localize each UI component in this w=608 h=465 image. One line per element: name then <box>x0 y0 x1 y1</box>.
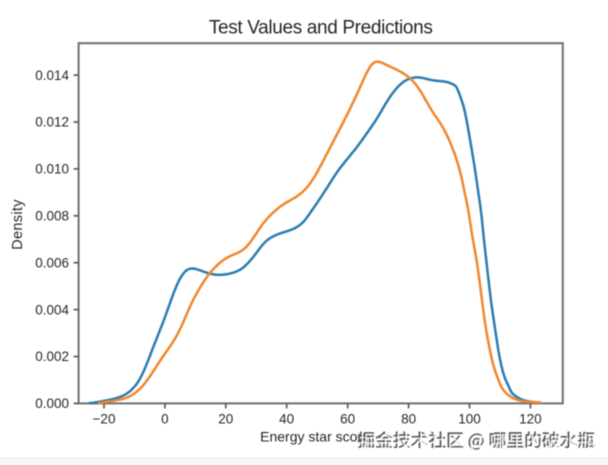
svg-text:0: 0 <box>161 412 169 427</box>
svg-text:0.008: 0.008 <box>35 209 69 224</box>
svg-text:20: 20 <box>218 412 233 427</box>
svg-text:Density: Density <box>10 199 26 250</box>
svg-text:120: 120 <box>519 412 542 427</box>
svg-text:Energy star score: Energy star score <box>260 429 370 445</box>
svg-text:Test Values and Predictions: Test Values and Predictions <box>209 17 433 38</box>
svg-text:0.010: 0.010 <box>35 162 69 177</box>
svg-text:0.000: 0.000 <box>35 396 69 411</box>
svg-text:60: 60 <box>340 412 355 427</box>
svg-text:0.014: 0.014 <box>35 68 69 83</box>
svg-text:0.004: 0.004 <box>35 302 69 317</box>
svg-text:80: 80 <box>401 412 416 427</box>
svg-text:0.006: 0.006 <box>35 255 69 270</box>
svg-text:0.012: 0.012 <box>35 115 69 130</box>
svg-text:100: 100 <box>458 412 481 427</box>
svg-text:−20: −20 <box>93 412 116 427</box>
svg-text:40: 40 <box>279 412 294 427</box>
svg-text:0.002: 0.002 <box>35 349 69 364</box>
